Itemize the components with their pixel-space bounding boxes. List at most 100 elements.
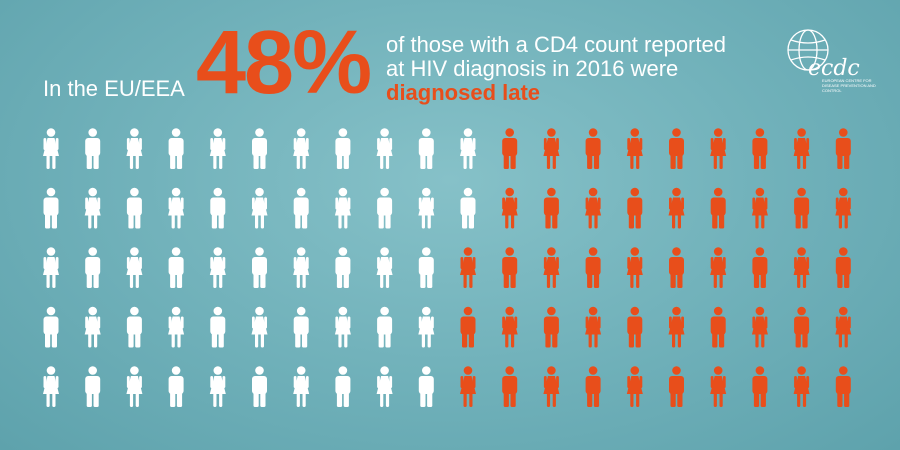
female-person-icon: [84, 306, 101, 348]
highlighted-female-person-icon: [793, 128, 810, 169]
male-person-icon: [418, 128, 434, 169]
highlighted-female-person-icon: [835, 187, 852, 229]
male-person-icon: [252, 247, 267, 288]
female-person-icon: [334, 187, 351, 229]
male-person-icon: [335, 247, 351, 288]
highlighted-male-person-icon: [460, 306, 476, 348]
female-person-icon: [209, 128, 226, 169]
female-person-icon: [168, 306, 185, 348]
male-person-icon: [293, 187, 309, 229]
female-person-icon: [126, 366, 143, 407]
female-person-icon: [43, 366, 59, 407]
highlighted-female-person-icon: [710, 247, 727, 288]
highlighted-female-person-icon: [585, 187, 602, 229]
highlighted-male-person-icon: [752, 247, 768, 288]
headline-percentage: 48%: [196, 13, 372, 113]
headline-description: of those with a CD4 count reported at HI…: [386, 33, 726, 105]
female-person-icon: [251, 306, 268, 348]
logo-wordmark: ecdc: [808, 56, 860, 81]
highlighted-female-person-icon: [710, 366, 727, 407]
highlighted-female-person-icon: [626, 366, 643, 407]
highlighted-female-person-icon: [501, 187, 518, 229]
highlighted-male-person-icon: [835, 366, 851, 407]
male-person-icon: [418, 247, 434, 288]
highlighted-female-person-icon: [751, 306, 768, 348]
description-highlight: diagnosed late: [386, 80, 541, 105]
female-person-icon: [418, 187, 435, 229]
description-line-1: of those with a CD4 count reported: [386, 32, 726, 57]
intro-text: In the EU/EEA: [43, 76, 185, 101]
highlighted-male-person-icon: [585, 128, 601, 169]
female-person-icon: [43, 128, 59, 169]
highlighted-male-person-icon: [835, 128, 851, 169]
male-person-icon: [168, 366, 184, 407]
highlighted-female-person-icon: [460, 247, 476, 288]
highlighted-male-person-icon: [627, 187, 643, 229]
male-person-icon: [168, 128, 184, 169]
female-person-icon: [126, 247, 143, 288]
highlighted-female-person-icon: [460, 366, 476, 407]
female-person-icon: [251, 187, 268, 229]
highlighted-female-person-icon: [543, 247, 560, 288]
female-person-icon: [84, 187, 101, 229]
male-person-icon: [43, 306, 59, 348]
female-person-icon: [418, 306, 435, 348]
highlighted-male-person-icon: [502, 366, 518, 407]
female-person-icon: [43, 247, 59, 288]
female-person-icon: [168, 187, 185, 229]
highlighted-female-person-icon: [793, 247, 810, 288]
female-person-icon: [209, 366, 226, 407]
highlighted-male-person-icon: [710, 187, 726, 229]
highlighted-male-person-icon: [710, 306, 726, 348]
female-person-icon: [209, 247, 226, 288]
male-person-icon: [377, 187, 393, 229]
highlighted-female-person-icon: [585, 306, 602, 348]
male-person-icon: [126, 187, 142, 229]
male-person-icon: [85, 128, 101, 169]
description-line-2: at HIV diagnosis in 2016 were: [386, 56, 679, 81]
highlighted-male-person-icon: [752, 366, 768, 407]
male-person-icon: [252, 366, 267, 407]
highlighted-male-person-icon: [543, 306, 559, 348]
highlighted-male-person-icon: [585, 366, 601, 407]
male-person-icon: [377, 306, 393, 348]
headline: In the EU/EEA 48% of those with a CD4 co…: [0, 0, 900, 120]
female-person-icon: [293, 247, 310, 288]
male-person-icon: [126, 306, 142, 348]
highlighted-female-person-icon: [835, 306, 852, 348]
highlighted-male-person-icon: [543, 187, 559, 229]
female-person-icon: [293, 366, 310, 407]
highlighted-male-person-icon: [502, 128, 518, 169]
female-person-icon: [376, 366, 393, 407]
highlighted-female-person-icon: [501, 306, 518, 348]
highlighted-male-person-icon: [669, 366, 684, 407]
male-person-icon: [460, 187, 476, 229]
highlighted-male-person-icon: [752, 128, 768, 169]
highlighted-male-person-icon: [502, 247, 518, 288]
pictogram-chart: [43, 128, 852, 407]
male-person-icon: [43, 187, 59, 229]
male-person-icon: [85, 366, 101, 407]
ecdc-globe-logo-icon: [787, 29, 829, 71]
highlighted-female-person-icon: [626, 128, 643, 169]
highlighted-female-person-icon: [543, 128, 560, 169]
highlighted-male-person-icon: [835, 247, 851, 288]
highlighted-female-person-icon: [668, 306, 685, 348]
male-person-icon: [335, 366, 351, 407]
highlighted-male-person-icon: [669, 128, 684, 169]
highlighted-female-person-icon: [793, 366, 810, 407]
male-person-icon: [210, 187, 226, 229]
male-person-icon: [418, 366, 434, 407]
female-person-icon: [376, 247, 393, 288]
highlighted-female-person-icon: [751, 187, 768, 229]
female-person-icon: [293, 128, 310, 169]
highlighted-female-person-icon: [668, 187, 685, 229]
highlighted-male-person-icon: [585, 247, 601, 288]
highlighted-male-person-icon: [669, 247, 684, 288]
logo-subtitle: EUROPEAN CENTRE FOR DISEASE PREVENTION A…: [822, 78, 876, 93]
highlighted-female-person-icon: [543, 366, 560, 407]
male-person-icon: [210, 306, 226, 348]
male-person-icon: [168, 247, 184, 288]
male-person-icon: [85, 247, 101, 288]
highlighted-female-person-icon: [626, 247, 643, 288]
